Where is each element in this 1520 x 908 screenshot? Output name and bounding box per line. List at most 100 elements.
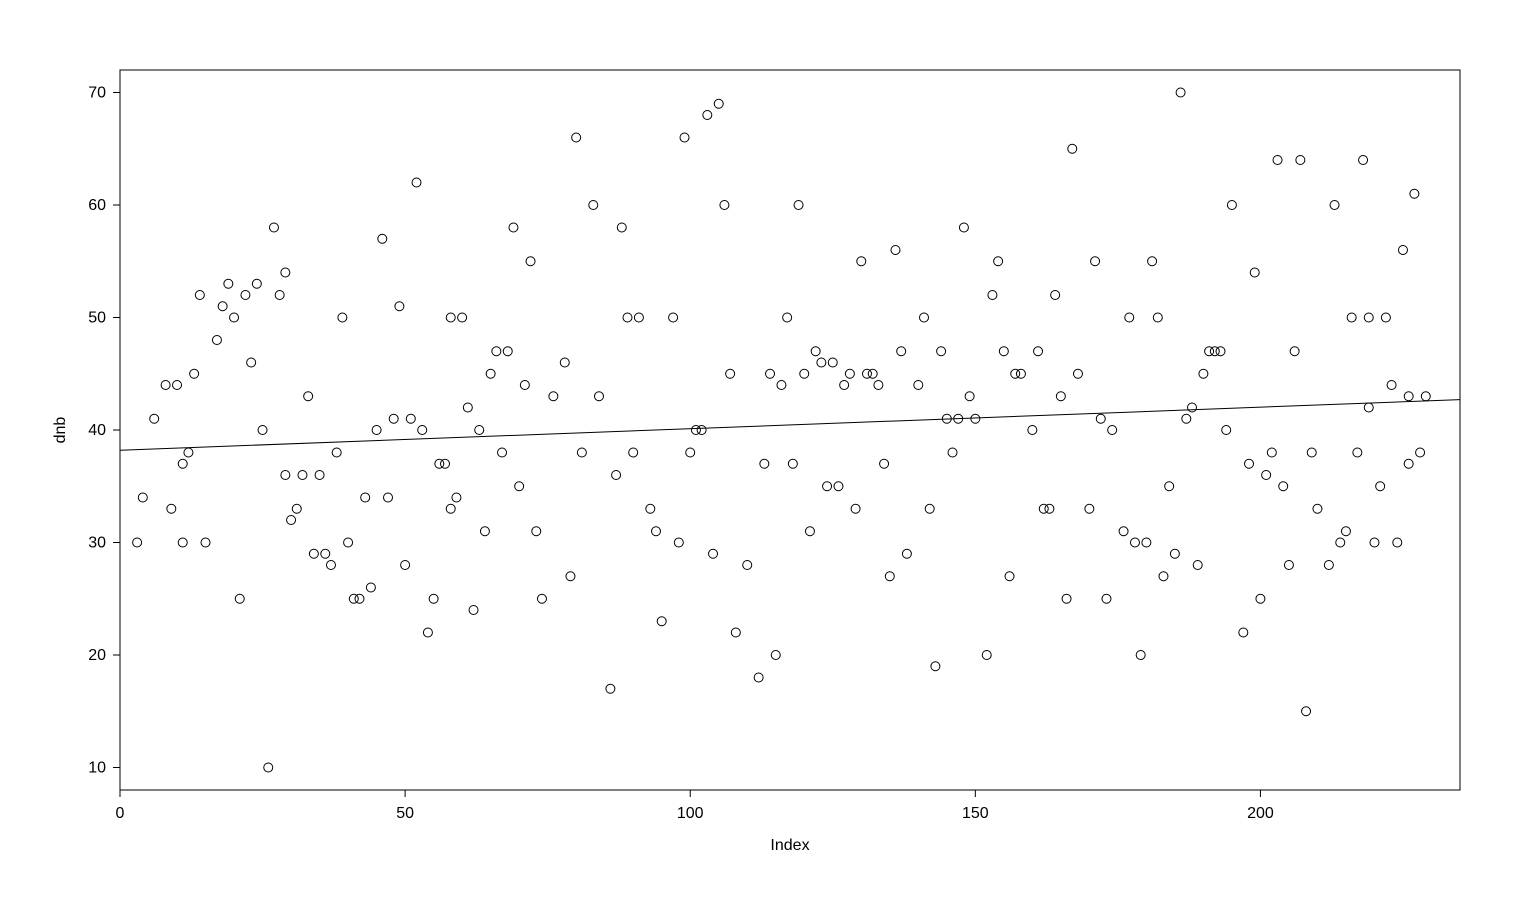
data-point: [441, 459, 450, 468]
data-point: [1370, 538, 1379, 547]
y-tick-label: 10: [88, 760, 106, 777]
data-point: [241, 291, 250, 300]
data-point: [874, 381, 883, 390]
data-point: [326, 561, 335, 570]
data-point: [1376, 482, 1385, 491]
data-point: [851, 504, 860, 513]
data-point: [1381, 313, 1390, 322]
y-tick-label: 60: [88, 197, 106, 214]
data-point: [498, 448, 507, 457]
data-point: [1347, 313, 1356, 322]
data-point: [446, 313, 455, 322]
data-point: [1034, 347, 1043, 356]
data-point: [315, 471, 324, 480]
data-point: [925, 504, 934, 513]
x-tick-label: 200: [1247, 805, 1274, 822]
data-point: [247, 358, 256, 367]
data-point: [1262, 471, 1271, 480]
data-point: [287, 516, 296, 525]
data-point: [1005, 572, 1014, 581]
data-point: [594, 392, 603, 401]
data-point: [446, 504, 455, 513]
plot-border: [120, 70, 1460, 790]
data-point: [230, 313, 239, 322]
data-point: [1222, 426, 1231, 435]
data-point: [1313, 504, 1322, 513]
data-point: [1416, 448, 1425, 457]
data-point: [509, 223, 518, 232]
x-tick-label: 100: [677, 805, 704, 822]
data-point: [1108, 426, 1117, 435]
data-point: [1159, 572, 1168, 581]
data-point: [281, 471, 290, 480]
data-point: [982, 651, 991, 660]
data-point: [275, 291, 284, 300]
data-point: [965, 392, 974, 401]
data-point: [1165, 482, 1174, 491]
data-point: [680, 133, 689, 142]
data-point: [1170, 549, 1179, 558]
data-point: [1302, 707, 1311, 716]
data-point: [1267, 448, 1276, 457]
data-point: [190, 369, 199, 378]
data-point: [526, 257, 535, 266]
data-point: [999, 347, 1008, 356]
data-point: [492, 347, 501, 356]
scatter-chart: 05010015020010203040506070Indexdnb: [0, 0, 1520, 908]
data-point: [1016, 369, 1025, 378]
data-point: [731, 628, 740, 637]
data-point: [1062, 594, 1071, 603]
data-point: [726, 369, 735, 378]
data-point: [235, 594, 244, 603]
data-point: [503, 347, 512, 356]
data-point: [1119, 527, 1128, 536]
data-point: [1273, 156, 1282, 165]
data-point: [686, 448, 695, 457]
data-point: [560, 358, 569, 367]
data-point: [1182, 414, 1191, 423]
data-point: [269, 223, 278, 232]
x-axis-label: Index: [770, 837, 809, 854]
data-point: [857, 257, 866, 266]
data-point: [133, 538, 142, 547]
data-point: [469, 606, 478, 615]
data-point: [1330, 201, 1339, 210]
data-point: [458, 313, 467, 322]
data-point: [880, 459, 889, 468]
data-point: [1307, 448, 1316, 457]
data-point: [452, 493, 461, 502]
data-point: [828, 358, 837, 367]
data-point: [634, 313, 643, 322]
data-point: [1136, 651, 1145, 660]
data-point: [429, 594, 438, 603]
data-point: [657, 617, 666, 626]
data-point: [418, 426, 427, 435]
data-point: [298, 471, 307, 480]
data-point: [332, 448, 341, 457]
data-point: [344, 538, 353, 547]
data-point: [1341, 527, 1350, 536]
data-point: [384, 493, 393, 502]
data-point: [914, 381, 923, 390]
data-point: [161, 381, 170, 390]
data-point: [412, 178, 421, 187]
data-point: [1353, 448, 1362, 457]
data-point: [994, 257, 1003, 266]
data-point: [1153, 313, 1162, 322]
data-point: [292, 504, 301, 513]
data-point: [361, 493, 370, 502]
data-point: [218, 302, 227, 311]
data-point: [1176, 88, 1185, 97]
data-point: [1028, 426, 1037, 435]
data-point: [401, 561, 410, 570]
data-point: [1324, 561, 1333, 570]
data-point: [1398, 246, 1407, 255]
data-point: [754, 673, 763, 682]
data-point: [703, 111, 712, 120]
data-point: [372, 426, 381, 435]
data-point: [463, 403, 472, 412]
data-point: [1290, 347, 1299, 356]
y-tick-label: 70: [88, 85, 106, 102]
data-point: [258, 426, 267, 435]
data-point: [714, 99, 723, 108]
